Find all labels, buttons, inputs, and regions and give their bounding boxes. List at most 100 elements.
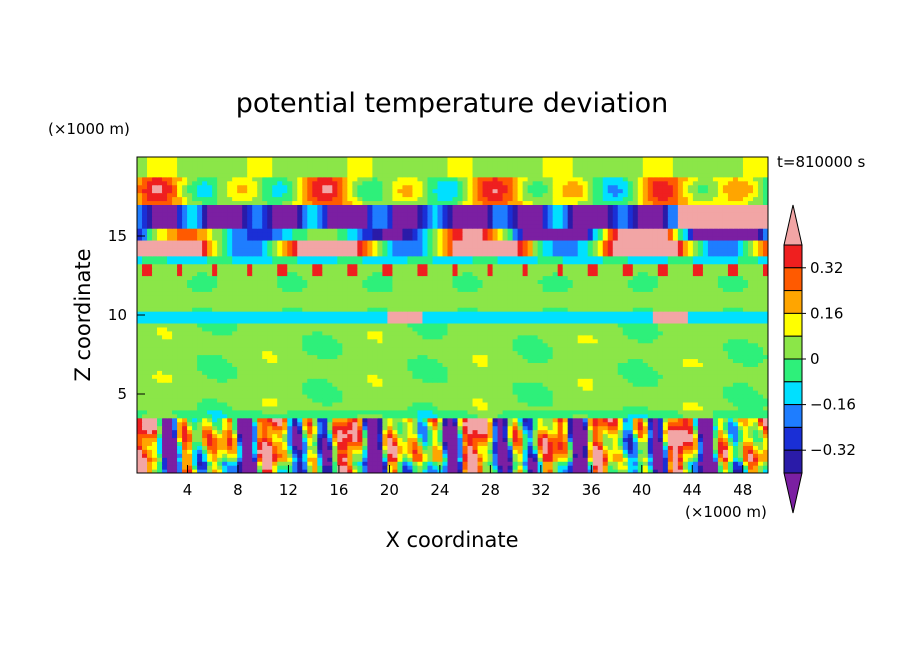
heatmap-cell <box>672 409 679 415</box>
heatmap-cell <box>457 390 464 395</box>
heatmap-cell <box>567 394 574 399</box>
heatmap-cell <box>357 386 363 391</box>
heatmap-cell <box>497 370 504 375</box>
heatmap-cell <box>192 394 198 399</box>
heatmap-cell <box>482 382 489 387</box>
heatmap-cell <box>372 437 378 442</box>
heatmap-cell <box>647 417 654 423</box>
heatmap-cell <box>567 390 574 395</box>
heatmap-cell <box>382 465 388 470</box>
heatmap-cell <box>652 405 659 411</box>
heatmap-cell <box>692 417 699 423</box>
heatmap-cell <box>552 437 559 442</box>
heatmap-cell <box>227 386 233 391</box>
heatmap-cell <box>397 390 404 395</box>
heatmap-cell <box>282 322 288 328</box>
heatmap-cell <box>377 370 383 375</box>
heatmap-cell <box>607 433 614 439</box>
heatmap-cell <box>432 378 439 383</box>
heatmap-cell <box>162 362 168 367</box>
heatmap-cell <box>492 425 499 431</box>
heatmap-cell <box>762 330 768 336</box>
heatmap-cell <box>662 338 669 344</box>
heatmap-cell <box>237 397 243 403</box>
heatmap-cell <box>572 394 579 399</box>
heatmap-cell <box>437 425 444 431</box>
heatmap-cell <box>742 354 749 360</box>
heatmap-cell <box>372 390 378 395</box>
heatmap-cell <box>537 366 544 371</box>
heatmap-cell <box>227 326 233 332</box>
heatmap-cell <box>667 378 674 383</box>
heatmap-cell <box>622 350 629 356</box>
heatmap-cell <box>697 405 704 411</box>
heatmap-cell <box>732 429 739 435</box>
heatmap-cell <box>597 417 604 423</box>
heatmap-cell <box>687 330 694 336</box>
heatmap-cell <box>507 409 514 415</box>
heatmap-cell <box>527 437 534 442</box>
heatmap-cell <box>617 338 624 344</box>
heatmap-cell <box>632 437 639 442</box>
heatmap-cell <box>582 354 589 360</box>
heatmap-cell <box>197 405 203 411</box>
heatmap-cell <box>387 378 394 383</box>
heatmap-cell <box>542 318 549 324</box>
heatmap-cell <box>447 445 454 450</box>
heatmap-cell <box>227 457 233 462</box>
heatmap-cell <box>732 433 739 439</box>
heatmap-cell <box>222 401 228 407</box>
heatmap-cell <box>322 370 328 375</box>
heatmap-cell <box>522 449 529 454</box>
heatmap-cell <box>682 461 689 466</box>
heatmap-cell <box>532 338 539 344</box>
heatmap-cell <box>377 326 383 332</box>
heatmap-cell <box>387 425 394 431</box>
heatmap-cell <box>317 465 323 470</box>
heatmap-cell <box>167 441 173 446</box>
heatmap-cell <box>742 409 749 415</box>
heatmap-cell <box>367 401 373 407</box>
heatmap-cell <box>602 366 609 371</box>
heatmap-cell <box>587 409 594 415</box>
heatmap-cell <box>447 342 454 348</box>
heatmap-cell <box>732 465 739 470</box>
heatmap-cell <box>447 465 454 470</box>
heatmap-cell <box>267 445 273 450</box>
heatmap-cell <box>497 322 504 328</box>
heatmap-cell <box>187 346 193 352</box>
heatmap-cell <box>187 390 193 395</box>
heatmap-cell <box>257 405 263 411</box>
heatmap-cell <box>422 429 429 435</box>
heatmap-cell <box>177 334 183 340</box>
heatmap-cell <box>212 330 218 336</box>
heatmap-cell <box>687 342 694 348</box>
heatmap-cell <box>647 461 654 466</box>
heatmap-cell <box>467 413 474 419</box>
heatmap-cell <box>172 326 178 332</box>
heatmap-cell <box>397 382 404 387</box>
heatmap-cell <box>662 437 669 442</box>
heatmap-cell <box>492 437 499 442</box>
heatmap-cell <box>537 374 544 379</box>
heatmap-cell <box>672 429 679 435</box>
heatmap-cell <box>287 449 293 454</box>
heatmap-cell <box>212 457 218 462</box>
heatmap-cell <box>497 374 504 379</box>
heatmap-cell <box>317 409 323 415</box>
heatmap-cell <box>362 401 368 407</box>
heatmap-cell <box>172 394 178 399</box>
heatmap-cell <box>572 421 579 427</box>
heatmap-cell <box>242 461 248 466</box>
heatmap-cell <box>197 437 203 442</box>
heatmap-cell <box>762 366 768 371</box>
heatmap-cell <box>692 354 699 360</box>
heatmap-cell <box>572 453 579 458</box>
heatmap-cell <box>347 425 353 431</box>
heatmap-cell <box>167 346 173 352</box>
heatmap-cell <box>357 378 363 383</box>
heatmap-cell <box>497 315 504 320</box>
heatmap-cell <box>142 394 148 399</box>
heatmap-cell <box>567 334 574 340</box>
heatmap-cell <box>657 334 664 340</box>
